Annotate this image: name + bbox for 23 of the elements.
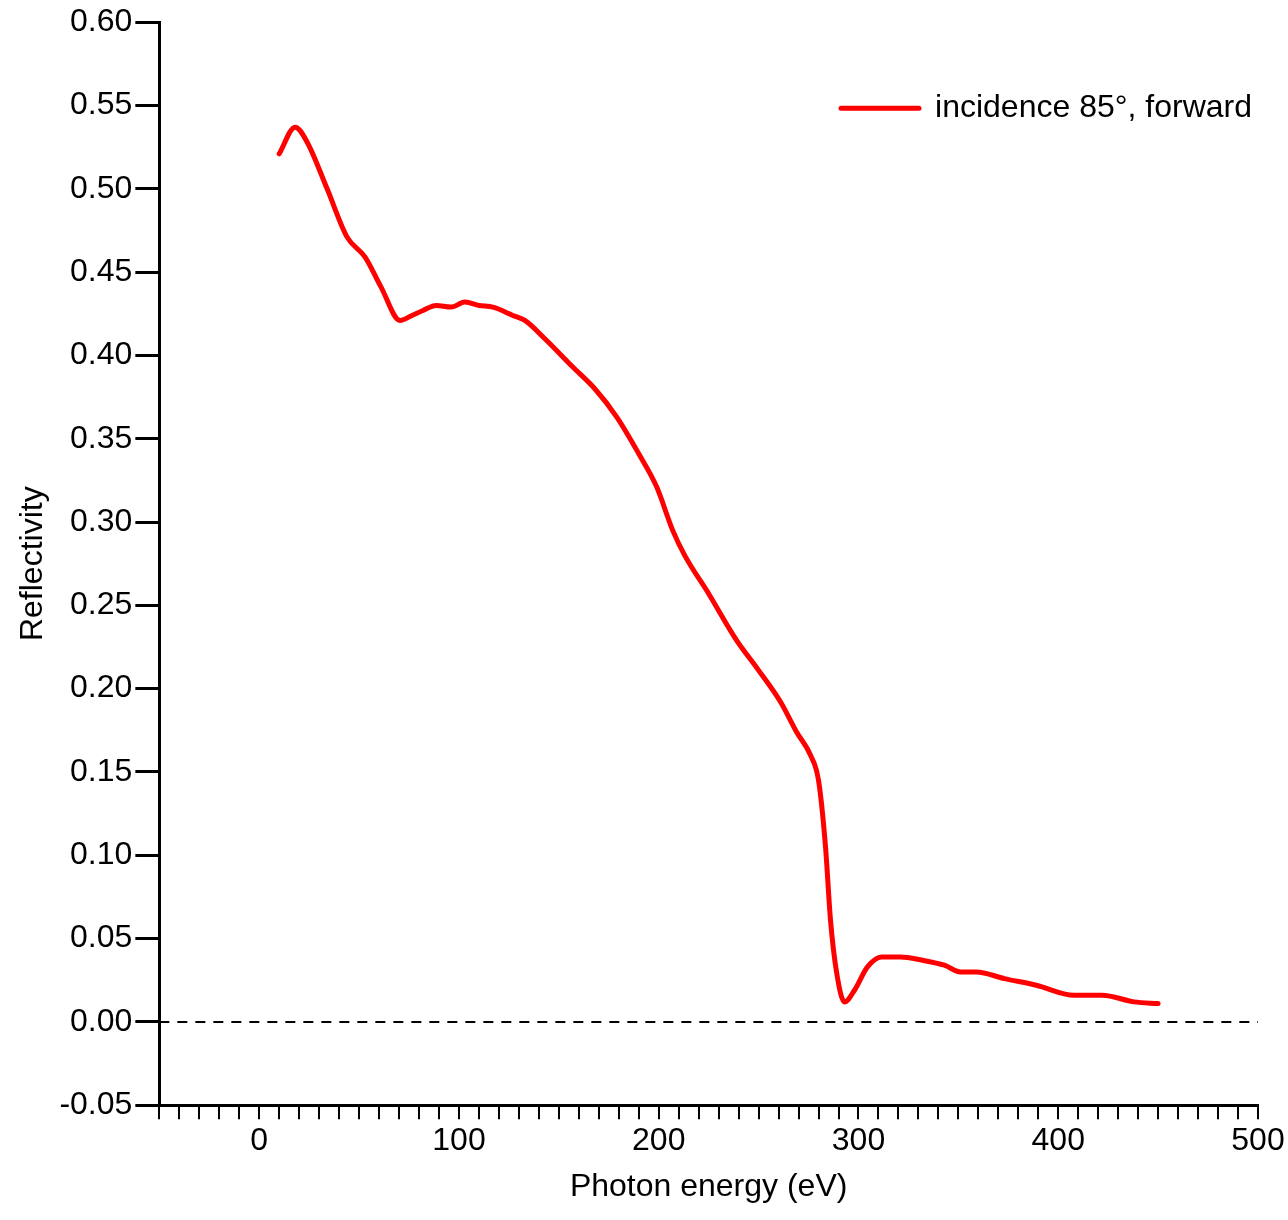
y-tick-label: 0.55 xyxy=(70,85,133,122)
y-tick-label: 0.30 xyxy=(70,501,133,538)
y-tick-label: -0.05 xyxy=(59,1085,133,1122)
y-tick-label: 0.50 xyxy=(70,168,133,205)
y-tick-label: 0.20 xyxy=(70,668,133,705)
x-tick-label: 300 xyxy=(831,1121,886,1158)
y-tick-label: 0.45 xyxy=(70,251,133,288)
y-tick-label: 0.05 xyxy=(70,918,133,955)
y-tick-label: 0.10 xyxy=(70,835,133,872)
y-tick-label: 0.15 xyxy=(70,751,133,788)
y-axis-title: Reflectivity xyxy=(13,486,50,642)
y-tick-label: 0.25 xyxy=(70,585,133,622)
x-tick-label: 400 xyxy=(1031,1121,1085,1158)
y-tick-label: 0.35 xyxy=(70,418,133,455)
x-tick-label: 500 xyxy=(1231,1121,1285,1158)
x-tick-label: 200 xyxy=(632,1121,686,1158)
x-axis-title: Photon energy (eV) xyxy=(569,1166,848,1203)
x-tick-label: 100 xyxy=(432,1121,486,1158)
x-tick-label: 0 xyxy=(250,1121,269,1158)
y-tick-label: 0.40 xyxy=(70,335,133,372)
legend-label: incidence 85°, forward xyxy=(935,88,1252,125)
y-tick-label: 0.60 xyxy=(70,2,133,39)
y-tick-label: 0.00 xyxy=(70,1001,133,1038)
